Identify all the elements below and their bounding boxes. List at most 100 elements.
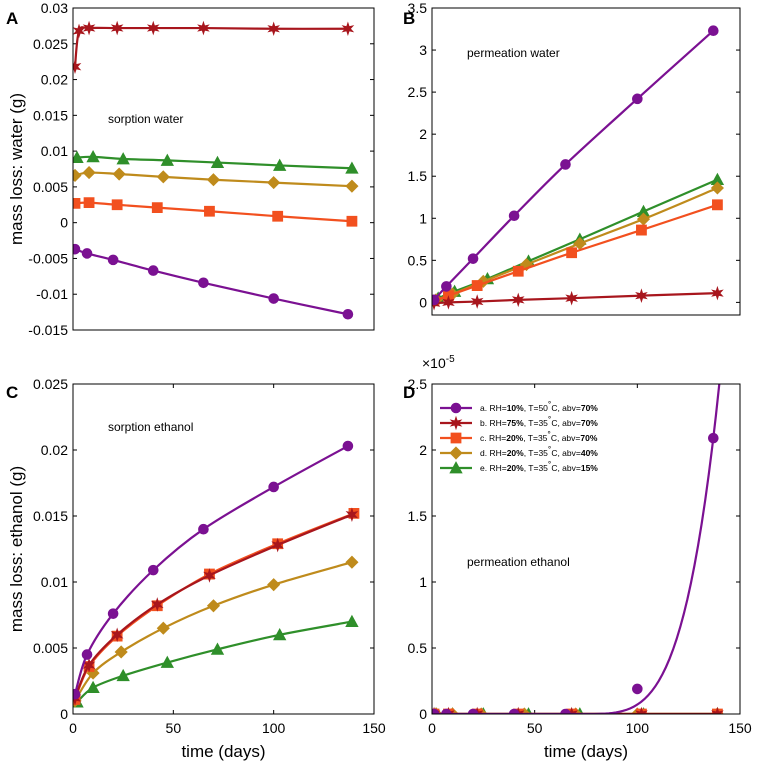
data-point-e (160, 153, 174, 166)
legend-unit: C, abv= (551, 418, 581, 428)
legend-rh: 20% (507, 448, 524, 458)
legend-temp: , T=35 (524, 448, 548, 458)
data-point-b (470, 294, 484, 309)
plot-frame (72, 383, 375, 715)
data-point-a (508, 210, 520, 222)
data-point-d (345, 179, 359, 193)
ytick-label: 0 (60, 706, 68, 722)
ytick-label: 0.03 (41, 0, 68, 16)
panel-annotation: sorption ethanol (108, 420, 193, 434)
data-point-a (632, 93, 643, 105)
ytick-label: -0.01 (36, 286, 68, 302)
data-point-d (476, 274, 490, 288)
data-point-e (116, 152, 130, 165)
legend-entry-e: e. RH=20%, T=35°C, abv=15% (440, 459, 598, 474)
legend-unit: C, abv= (551, 433, 581, 443)
data-point-d (156, 621, 170, 635)
legend-entry-d: d. RH=20%, T=35°C, abv=40% (440, 444, 598, 460)
legend-rh: 10% (507, 403, 524, 413)
xtick-label: 150 (728, 720, 752, 736)
data-point-a (107, 608, 119, 619)
ytick-label: 0 (419, 294, 427, 310)
data-point-b (197, 20, 210, 36)
ytick-label: 0.5 (408, 252, 428, 268)
data-point-e (210, 155, 225, 168)
data-point-a (268, 293, 279, 304)
legend-unit: C, abv= (551, 463, 581, 473)
legend-rh: 75% (507, 418, 524, 428)
data-point-a (268, 481, 279, 493)
data-point-a (708, 25, 719, 37)
data-point-a (342, 308, 354, 320)
data-point-a (342, 440, 354, 452)
data-point-d (710, 181, 724, 195)
ytick-label: 1 (419, 574, 427, 590)
legend-deg: ° (548, 459, 551, 469)
legend-abv: 40% (581, 448, 598, 458)
data-point-a (432, 294, 440, 306)
legend: a. RH=10%, T=50°C, abv=70%b. RH=75%, T=3… (440, 399, 598, 474)
exponent-label: ×10-5 (422, 354, 455, 371)
legend-marker-d (449, 446, 463, 460)
data-point-b (711, 285, 724, 301)
ytick-label: 0 (60, 215, 68, 231)
data-point-b (565, 290, 578, 306)
data-point-d (82, 166, 96, 180)
legend-label: b. RH=75%, T=35°C, abv=70% (480, 414, 598, 428)
ytick-label: 3 (419, 42, 427, 58)
data-point-a (560, 159, 571, 170)
data-point-d (267, 578, 281, 592)
data-point-b (442, 295, 455, 310)
panel-a: -0.015 -0.01 -0.005 0 0.005 0.01 0.015 0.02 0.02… (6, 0, 375, 338)
ytick-label: 0.02 (41, 442, 68, 458)
data-point-e (73, 150, 84, 163)
ytick-label: 2 (419, 442, 427, 458)
legend-label: d. RH=20%, T=35°C, abv=40% (480, 444, 598, 458)
data-point-c (111, 199, 123, 211)
data-point-d (206, 599, 221, 613)
legend-deg: ° (547, 429, 550, 439)
ytick-label: 0.025 (33, 36, 68, 52)
xtick-label: 0 (69, 720, 77, 736)
panel-label: B (403, 9, 415, 28)
data-point-e (273, 627, 287, 641)
legend-unit: C, abv= (551, 403, 581, 413)
data-point-a (147, 564, 159, 576)
data-point-e (86, 150, 100, 163)
data-point-c (512, 265, 524, 277)
legend-temp: , T=35 (524, 418, 548, 428)
legend-label: a. RH=10%, T=50°C, abv=70% (480, 399, 598, 413)
ytick-label: 1.5 (408, 508, 428, 524)
data-point-b (82, 20, 96, 36)
ytick-label: -0.005 (28, 250, 68, 266)
data-point-a (81, 649, 93, 660)
legend-rh: 20% (507, 463, 524, 473)
ytick-label: 1.5 (408, 168, 428, 184)
panel-c: 0 0.005 0.01 0.015 0.02 0.025 0 50 100 150 Csorpti… (6, 376, 386, 761)
xtick-label: 100 (262, 720, 286, 736)
legend-marker-b (449, 415, 463, 431)
legend-prefix: b. RH= (480, 418, 507, 428)
ytick-label: 2 (419, 126, 427, 142)
legend-entry-b: b. RH=75%, T=35°C, abv=70% (440, 414, 598, 431)
legend-marker-e (449, 461, 463, 474)
xtick-label: 50 (166, 720, 182, 736)
legend-label: e. RH=20%, T=35°C, abv=15% (480, 459, 598, 473)
data-point-d (267, 176, 281, 190)
data-point-b (635, 288, 648, 303)
data-point-d (206, 173, 221, 187)
data-point-d (156, 170, 170, 184)
data-point-e (345, 161, 359, 174)
data-point-a (467, 708, 479, 714)
series-group (432, 25, 725, 311)
panel-annotation: sorption water (108, 112, 183, 126)
data-point-a (73, 243, 81, 255)
data-point-b (271, 537, 284, 553)
ytick-label: 0.01 (41, 574, 68, 590)
xtick-label: 100 (626, 720, 650, 736)
data-point-b (267, 21, 280, 37)
data-point-c (471, 280, 483, 291)
data-point-b (341, 21, 355, 37)
legend-deg: ° (548, 399, 551, 409)
data-point-e (210, 642, 225, 655)
